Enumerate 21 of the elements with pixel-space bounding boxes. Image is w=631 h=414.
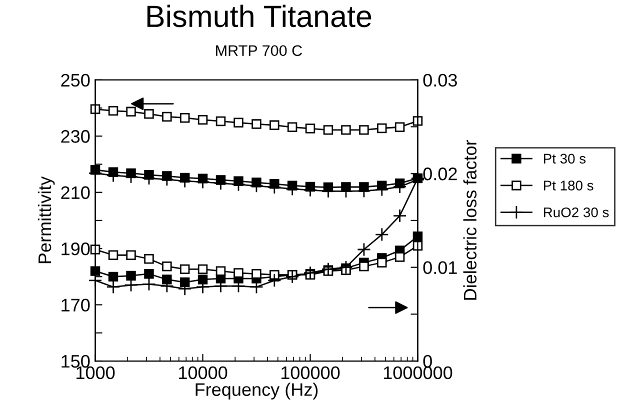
y2-tick-label: 0.01 xyxy=(423,261,457,274)
y-axis-title: Permittivity xyxy=(38,176,55,264)
y2-tick-label: 0.02 xyxy=(423,168,457,180)
chart-title: Bismuth Titanate xyxy=(147,4,372,28)
legend-label: RuO2 30 s xyxy=(544,207,609,218)
x-tick-label: 1000 xyxy=(76,366,115,380)
y-tick-label: 230 xyxy=(61,130,90,143)
y-tick-label: 170 xyxy=(62,298,90,312)
x-axis-title: Frequency (Hz) xyxy=(196,382,318,400)
y-tick-label: 250 xyxy=(61,74,90,87)
y2-axis-title: Dielectric loss factor xyxy=(463,140,477,300)
chart-subtitle: MRTP 700 C xyxy=(216,45,302,56)
y-tick-label: 210 xyxy=(61,186,90,200)
x-tick-label: 1000000 xyxy=(384,366,452,380)
y-tick-label: 150 xyxy=(62,354,90,368)
x-tick-label: 10000 xyxy=(179,366,228,380)
x-tick-label: 100000 xyxy=(281,366,340,380)
legend-label: Pt 30 s xyxy=(544,154,586,164)
legend-label: Pt 180 s xyxy=(544,180,594,190)
y-tick-label: 190 xyxy=(62,242,90,256)
y2-tick-label: 0.03 xyxy=(423,74,457,87)
